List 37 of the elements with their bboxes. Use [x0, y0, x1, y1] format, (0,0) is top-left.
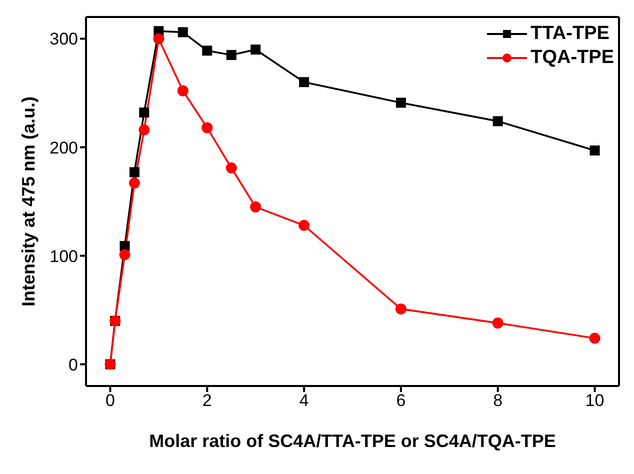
point — [590, 145, 600, 156]
point — [250, 201, 262, 212]
y-tick-label: 200 — [50, 138, 78, 158]
legend-label: TQA-TPE — [530, 46, 614, 70]
point — [129, 167, 140, 178]
point — [299, 77, 310, 88]
y-tick-label: 100 — [50, 246, 78, 266]
x-tick-label: 0 — [105, 391, 115, 410]
point — [492, 318, 504, 329]
point — [396, 98, 406, 108]
y-axis-title: Intensity at 475 nm (a.u.) — [18, 96, 38, 307]
point — [589, 332, 600, 344]
point — [138, 124, 150, 136]
point — [177, 85, 188, 96]
y-tick-label: 0 — [68, 355, 78, 374]
point — [202, 122, 213, 134]
x-axis-title: Molar ratio of SC4A/TTA-TPE or SC4A/TQA-TPE — [149, 430, 556, 451]
point — [298, 220, 310, 231]
point — [250, 44, 261, 55]
legend-label: TTA-TPE — [530, 22, 610, 46]
y-tick-label: 300 — [50, 30, 78, 49]
x-tick-label: 10 — [585, 391, 604, 410]
point — [128, 178, 140, 189]
point — [226, 50, 236, 60]
x-tick-label: 4 — [299, 391, 309, 410]
point — [226, 162, 237, 174]
x-tick-label: 8 — [493, 391, 503, 410]
point — [202, 46, 212, 56]
point — [119, 249, 130, 260]
point — [153, 33, 164, 44]
x-tick-label: 2 — [202, 391, 212, 410]
point — [178, 27, 188, 38]
point — [139, 108, 150, 118]
x-tick-label: 6 — [396, 391, 406, 410]
point — [492, 116, 503, 126]
point — [395, 303, 406, 314]
point — [120, 240, 130, 251]
